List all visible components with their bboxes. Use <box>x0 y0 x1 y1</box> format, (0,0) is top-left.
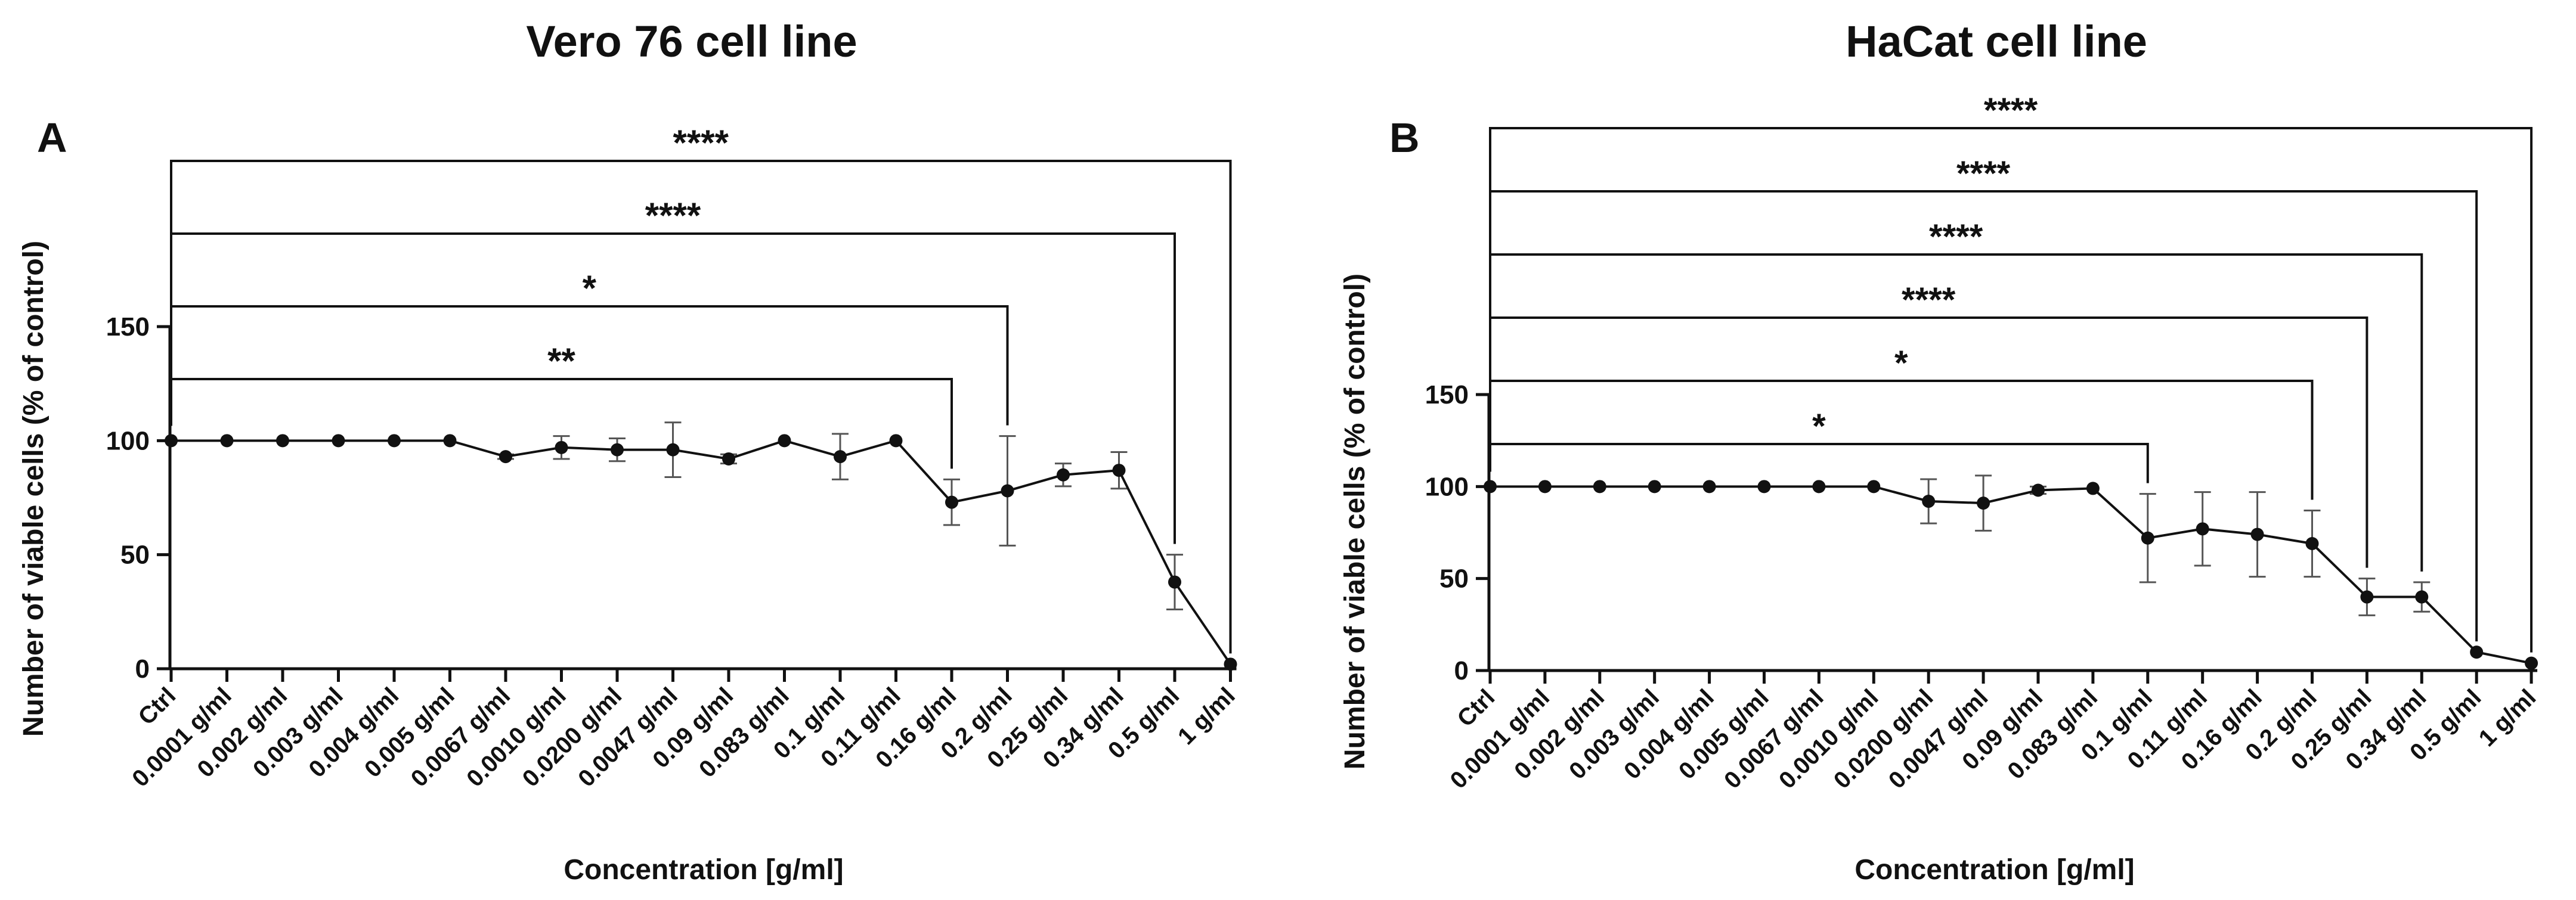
data-point <box>834 450 847 464</box>
data-point <box>1484 480 1497 494</box>
data-point <box>722 452 735 465</box>
significance-bracket <box>1489 190 2478 642</box>
data-point <box>555 440 568 454</box>
x-tick-label: Ctrl <box>134 682 181 730</box>
data-point <box>1112 464 1126 477</box>
significance-bracket <box>1489 316 2368 568</box>
significance-bracket <box>1489 127 2533 653</box>
data-point <box>220 434 234 448</box>
data-point <box>2415 590 2429 604</box>
y-tick-label: 100 <box>106 426 150 455</box>
significance-label: **** <box>1929 218 1983 256</box>
data-point <box>1593 480 1606 494</box>
data-point <box>2250 527 2264 541</box>
significance-label: * <box>583 268 597 308</box>
y-axis-label: Number of viable cells (% of control) <box>1339 274 1371 769</box>
significance-bracket <box>170 232 1176 544</box>
data-point <box>1867 480 1881 494</box>
data-point <box>1922 495 1936 508</box>
data-point <box>611 443 624 457</box>
data-point <box>332 434 345 448</box>
significance-label: **** <box>1956 154 2011 193</box>
data-point <box>1702 480 1716 494</box>
data-point <box>945 495 958 509</box>
data-point <box>1538 480 1552 494</box>
data-point <box>2086 482 2100 495</box>
y-tick-label: 50 <box>1439 564 1469 594</box>
data-point <box>2196 522 2209 536</box>
significance-label: **** <box>673 123 729 163</box>
chart-title: Vero 76 cell line <box>526 17 857 66</box>
significance-label: ** <box>547 341 575 381</box>
y-axis-label: Number of viable cells (% of control) <box>18 241 49 737</box>
data-point <box>2470 645 2484 659</box>
data-point <box>1757 480 1771 494</box>
significance-bracket <box>170 305 1009 426</box>
data-point <box>1001 484 1014 498</box>
x-tick-label: Ctrl <box>1453 684 1500 732</box>
significance-bracket <box>170 160 1232 654</box>
panel-letter: A <box>37 114 67 161</box>
significance-label: * <box>1812 407 1826 446</box>
data-point <box>666 443 680 457</box>
data-point <box>2360 590 2374 604</box>
y-tick-label: 150 <box>106 312 150 342</box>
y-tick-label: 0 <box>1454 656 1469 685</box>
significance-label: **** <box>1984 91 2038 130</box>
data-point <box>1812 480 1826 494</box>
y-tick-label: 100 <box>1425 472 1469 501</box>
x-axis-label: Concentration [g/ml] <box>1854 854 2134 886</box>
data-point <box>2305 537 2319 551</box>
data-point <box>165 434 178 448</box>
data-point <box>1648 480 1661 494</box>
data-point <box>443 434 457 448</box>
data-point <box>2525 656 2538 670</box>
data-point <box>1224 657 1237 671</box>
data-point <box>1057 468 1070 482</box>
x-axis-label: Concentration [g/ml] <box>564 854 843 886</box>
data-point <box>1977 496 1990 510</box>
data-point <box>276 434 289 448</box>
data-point <box>2032 483 2045 497</box>
data-point <box>499 450 512 464</box>
x-tick-label: 1 g/ml <box>2474 684 2541 752</box>
significance-label: **** <box>1902 281 1956 319</box>
panel-letter: B <box>1389 114 1420 161</box>
y-tick-label: 50 <box>120 541 150 570</box>
series-line <box>1490 485 2532 665</box>
data-point <box>889 434 903 448</box>
significance-bracket <box>1489 380 2314 500</box>
data-point <box>1168 575 1181 589</box>
data-point <box>388 434 401 448</box>
data-point <box>2141 531 2154 545</box>
significance-label: **** <box>645 195 701 235</box>
significance-label: * <box>1894 344 1908 383</box>
y-tick-label: 150 <box>1425 380 1469 409</box>
chart-title: HaCat cell line <box>1846 17 2147 66</box>
data-point <box>778 434 791 448</box>
series-line <box>171 439 1232 665</box>
significance-bracket <box>1489 443 2149 483</box>
significance-bracket <box>1489 253 2423 572</box>
x-tick-label: 1 g/ml <box>1173 682 1240 750</box>
y-tick-label: 0 <box>135 654 150 684</box>
